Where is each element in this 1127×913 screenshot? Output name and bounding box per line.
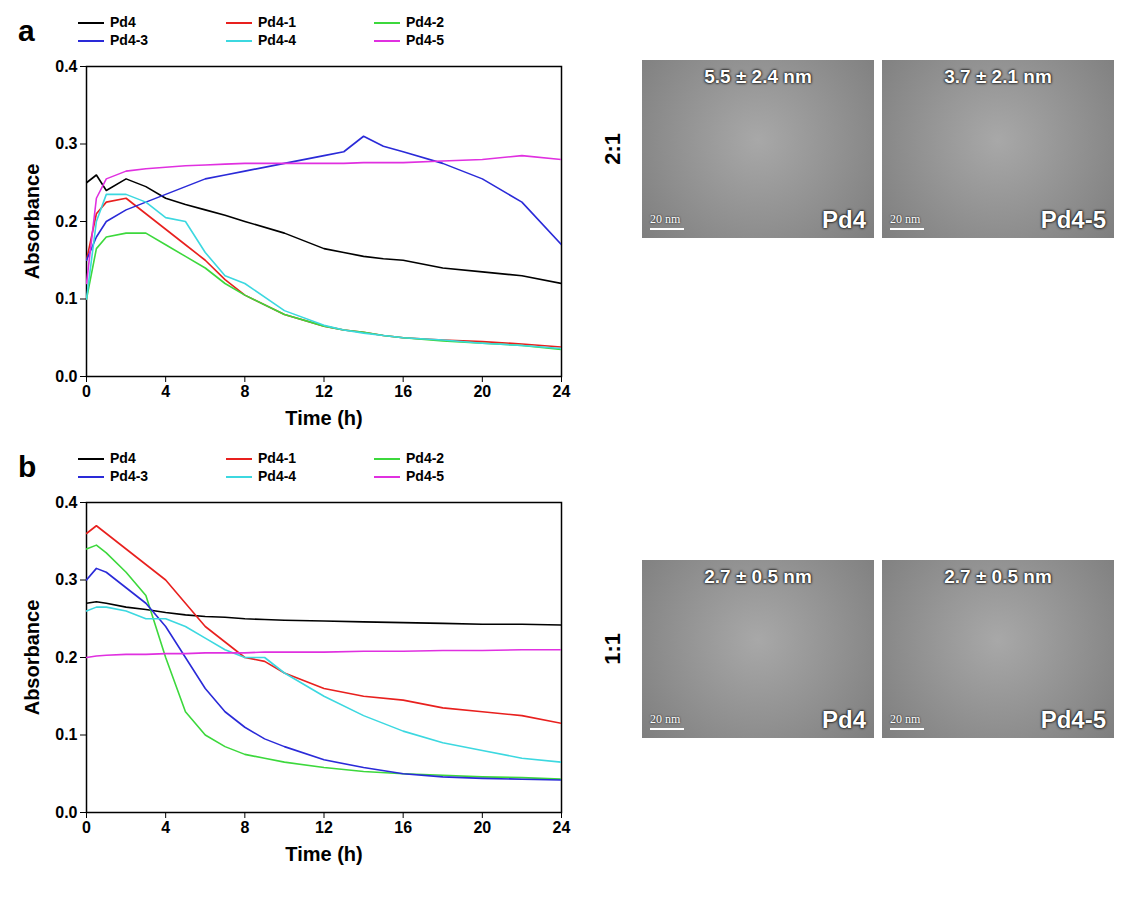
svg-text:0.2: 0.2 <box>55 649 77 666</box>
html-text:Pd4: Pd4 <box>822 706 866 733</box>
html-text:1:1: 1:1 <box>600 633 625 665</box>
svg-text:Time (h): Time (h) <box>285 843 362 865</box>
html-text:Pd4-4: Pd4-4 <box>258 468 297 484</box>
html-text:Pd4-4: Pd4-4 <box>258 32 297 48</box>
html-text:Pd4-5: Pd4-5 <box>406 468 445 484</box>
svg-text:8: 8 <box>240 819 249 836</box>
html-text:b: b <box>18 450 37 483</box>
html-text:Pd4: Pd4 <box>110 14 136 30</box>
svg-text:4: 4 <box>161 819 170 836</box>
svg-text:20: 20 <box>473 819 491 836</box>
html-text:Pd4-1: Pd4-1 <box>258 450 297 466</box>
svg-text:12: 12 <box>315 819 333 836</box>
html-text:20 nm: 20 nm <box>650 712 681 726</box>
html-text:5.5 ± 2.4 nm: 5.5 ± 2.4 nm <box>704 66 812 87</box>
html-text:Pd4: Pd4 <box>110 450 136 466</box>
html-text:2.7 ± 0.5 nm: 2.7 ± 0.5 nm <box>704 566 812 587</box>
svg-text:0.3: 0.3 <box>55 135 77 152</box>
svg-text:0.3: 0.3 <box>55 571 77 588</box>
html-text:2.7 ± 0.5 nm: 2.7 ± 0.5 nm <box>944 566 1052 587</box>
html-text:Pd4-1: Pd4-1 <box>258 14 297 30</box>
html-text:2:1: 2:1 <box>600 133 625 165</box>
svg-text:12: 12 <box>315 383 333 400</box>
html-text:Pd4-5: Pd4-5 <box>1040 706 1106 733</box>
html-text:3.7 ± 2.1 nm: 3.7 ± 2.1 nm <box>944 66 1052 87</box>
svg-text:0.0: 0.0 <box>55 368 77 385</box>
html-text:a: a <box>18 14 35 47</box>
svg-text:24: 24 <box>553 819 571 836</box>
html-text:Pd4-5: Pd4-5 <box>406 32 445 48</box>
html-text:Pd4-3: Pd4-3 <box>110 32 149 48</box>
html-text:20 nm: 20 nm <box>890 212 921 226</box>
html-text:Pd4-2: Pd4-2 <box>406 14 445 30</box>
svg-text:16: 16 <box>394 383 412 400</box>
svg-text:Absorbance: Absorbance <box>21 600 43 716</box>
svg-text:16: 16 <box>394 819 412 836</box>
html-text:Pd4-5: Pd4-5 <box>1040 206 1106 233</box>
svg-text:0.2: 0.2 <box>55 213 77 230</box>
svg-text:0.1: 0.1 <box>55 726 77 743</box>
svg-text:Time (h): Time (h) <box>285 407 362 429</box>
svg-text:20: 20 <box>473 383 491 400</box>
html-text:Pd4-2: Pd4-2 <box>406 450 445 466</box>
svg-text:8: 8 <box>240 383 249 400</box>
svg-text:0.4: 0.4 <box>55 494 77 511</box>
svg-text:4: 4 <box>161 383 170 400</box>
html-text:20 nm: 20 nm <box>650 212 681 226</box>
svg-text:24: 24 <box>553 383 571 400</box>
svg-text:0.0: 0.0 <box>55 804 77 821</box>
svg-text:0: 0 <box>82 383 91 400</box>
html-text:20 nm: 20 nm <box>890 712 921 726</box>
svg-text:0.1: 0.1 <box>55 290 77 307</box>
svg-text:0: 0 <box>82 819 91 836</box>
html-text:Pd4-3: Pd4-3 <box>110 468 149 484</box>
svg-text:0.4: 0.4 <box>55 58 77 75</box>
svg-text:Absorbance: Absorbance <box>21 164 43 280</box>
html-text:Pd4: Pd4 <box>822 206 866 233</box>
